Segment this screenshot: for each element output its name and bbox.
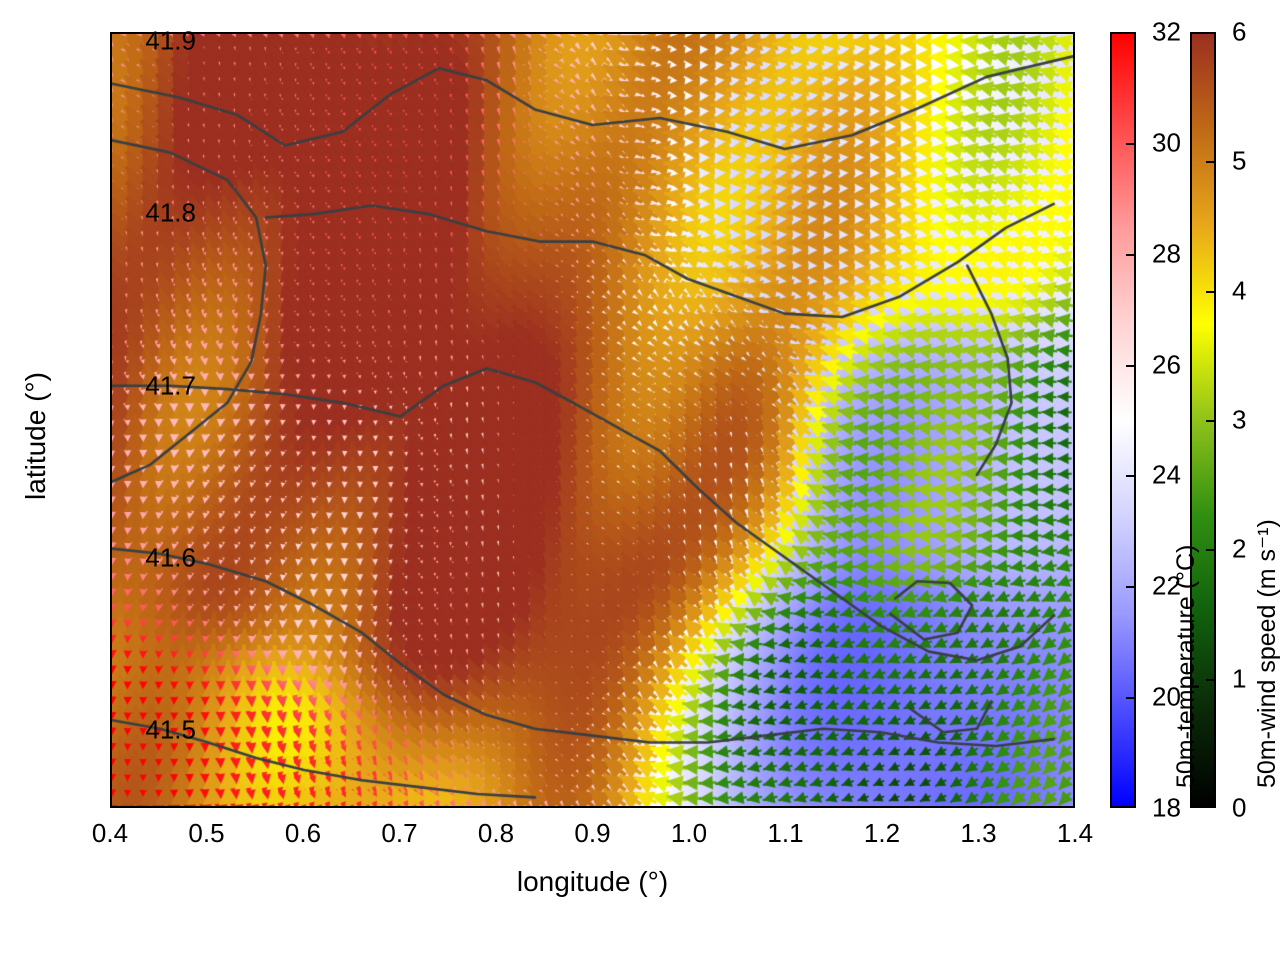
- colorbar-tick-mark: [1126, 364, 1136, 367]
- x-tick-label: 1.0: [670, 818, 708, 848]
- colorbar-tick-label: 0: [1232, 792, 1247, 823]
- colorbar-tick-label: 32: [1152, 16, 1181, 47]
- x-tick-label: 1.4: [1056, 818, 1094, 848]
- colorbar-tick-label: 2: [1232, 533, 1247, 564]
- colorbar-tick-label: 30: [1152, 127, 1181, 158]
- colorbar-tick-mark: [1206, 290, 1216, 293]
- y-tick-label: 41.8: [145, 197, 196, 228]
- colorbar-tick-mark: [1126, 253, 1136, 256]
- x-tick-label: 0.9: [574, 818, 611, 848]
- colorbar-tick-mark: [1126, 586, 1136, 589]
- x-tick-label: 0.6: [284, 818, 322, 848]
- temperature-field: [112, 34, 1073, 806]
- y-axis-label: latitude (°): [20, 372, 51, 500]
- colorbar-tick-label: 3: [1232, 404, 1247, 435]
- colorbar-tick-label: 5: [1232, 145, 1247, 176]
- colorbar-tick-label: 1: [1232, 663, 1247, 694]
- colorbar-tick-mark: [1126, 142, 1136, 145]
- colorbar-tick-label: 28: [1152, 238, 1181, 269]
- colorbar-tick-mark: [1126, 475, 1136, 478]
- colorbar-tick-label: 26: [1152, 349, 1181, 380]
- x-tick-label: 0.8: [477, 818, 515, 848]
- colorbar-tick-label: 20: [1152, 681, 1181, 712]
- colorbar-tick-mark: [1206, 161, 1216, 164]
- colorbar-tick-label: 6: [1232, 16, 1247, 47]
- colorbar-tick-label: 24: [1152, 459, 1181, 490]
- colorbar-tick-mark: [1206, 420, 1216, 422]
- colorbar-tick-mark: [1206, 678, 1216, 681]
- x-tick-label: 0.5: [188, 818, 225, 848]
- y-tick-label: 41.5: [145, 714, 196, 745]
- y-tick-label: 41.9: [145, 25, 196, 56]
- x-tick-label: 1.2: [863, 818, 901, 848]
- colorbar-tick-label: 22: [1152, 570, 1181, 601]
- colorbar-axis-label: 50m-temperature (°C): [1172, 544, 1200, 788]
- x-axis-label: longitude (°): [516, 866, 669, 897]
- x-tick-label: 0.4: [91, 818, 129, 848]
- y-tick-label: 41.6: [145, 542, 196, 573]
- plot-area: [110, 32, 1075, 808]
- x-tick-label: 1.1: [767, 818, 804, 848]
- x-tick-label: 1.3: [960, 818, 997, 848]
- colorbar-axis-label: 50m-wind speed (m s⁻¹): [1253, 519, 1280, 788]
- y-tick-label: 41.7: [145, 370, 196, 400]
- colorbar-tick-label: 18: [1152, 792, 1181, 823]
- temperature-colorbar: [1110, 32, 1136, 808]
- colorbar-tick-label: 4: [1232, 275, 1247, 306]
- colorbar-tick-mark: [1126, 697, 1136, 700]
- x-tick-label: 0.7: [381, 818, 418, 848]
- colorbar-tick-mark: [1206, 549, 1216, 552]
